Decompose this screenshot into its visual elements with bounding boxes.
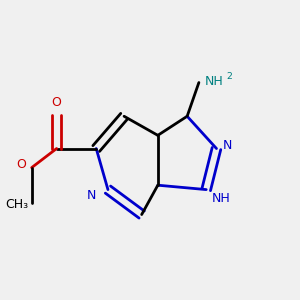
Text: N: N (222, 139, 232, 152)
Text: O: O (52, 96, 61, 109)
Text: O: O (16, 158, 26, 171)
Text: N: N (87, 189, 96, 202)
Text: NH: NH (205, 75, 224, 88)
Text: CH₃: CH₃ (6, 198, 29, 211)
Text: NH: NH (212, 192, 231, 205)
Text: 2: 2 (227, 72, 233, 81)
